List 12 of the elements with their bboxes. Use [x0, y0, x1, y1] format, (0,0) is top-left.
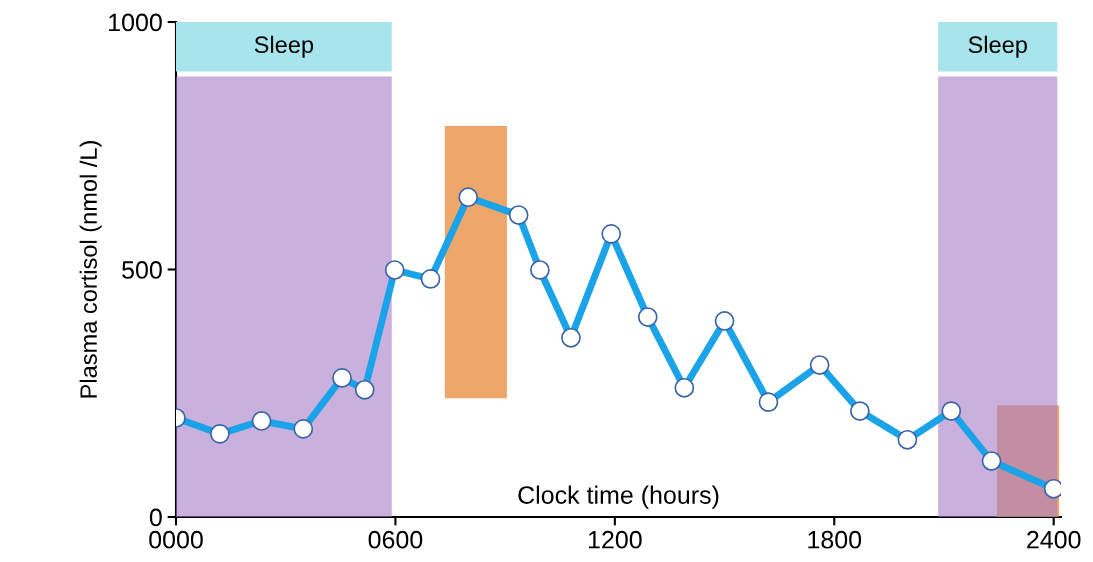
- x-tick-label: 2400: [1027, 530, 1081, 549]
- y-tick-label: 500: [122, 261, 162, 279]
- x-tick-label: 0000: [149, 530, 203, 549]
- y-axis-title: Plasma cortisol (nmol /L): [79, 141, 102, 398]
- x-tick-label: 0600: [368, 530, 423, 549]
- y-tick-label: 1000: [109, 13, 162, 32]
- band-label: Sleep: [968, 35, 1027, 58]
- x-tick-label: 1200: [588, 530, 642, 549]
- x-axis-title: Clock time (hours): [518, 485, 719, 509]
- x-tick-label: 1800: [808, 530, 862, 549]
- y-tick-label: 0: [149, 508, 162, 527]
- band-label: Sleep: [254, 35, 314, 58]
